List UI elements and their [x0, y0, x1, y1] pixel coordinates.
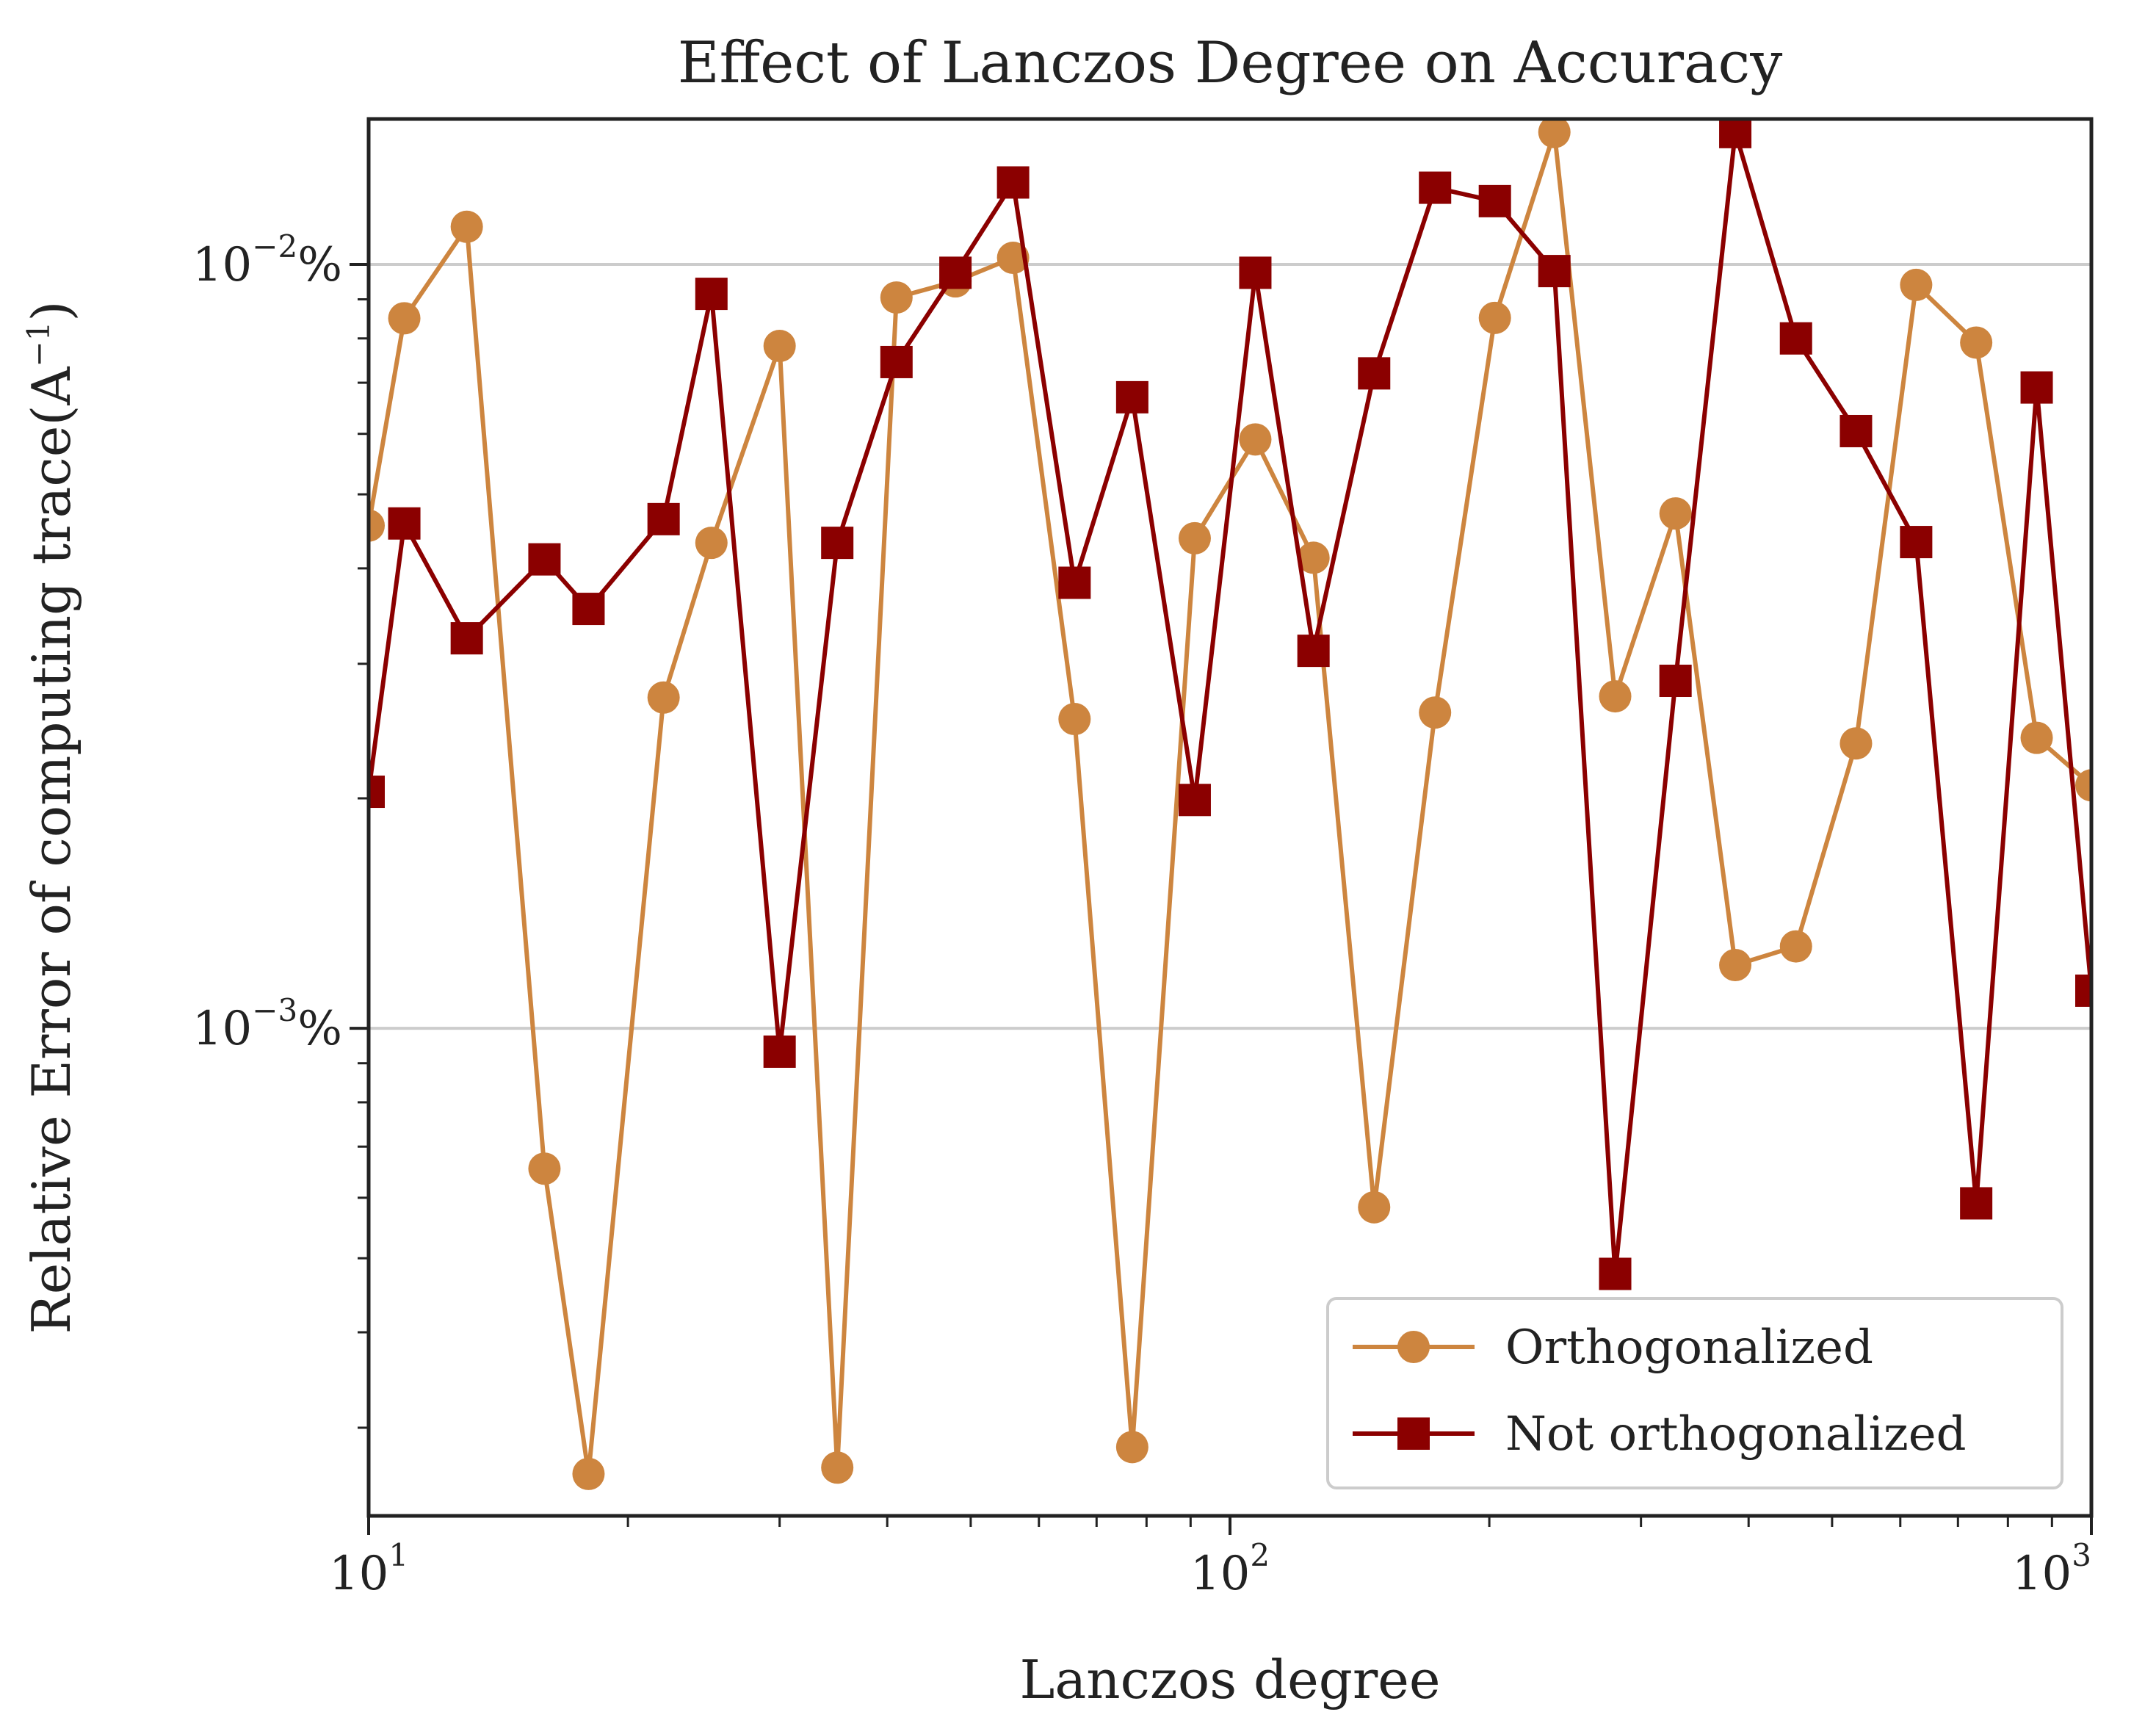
series-1-point-8 — [821, 527, 854, 560]
series-0-point-7 — [763, 330, 796, 363]
x-tick-label-base-0: 10 — [329, 1547, 388, 1601]
x-tick-label-exp-1: 2 — [1250, 1537, 1270, 1573]
series-0-point-26 — [1900, 268, 1933, 301]
gridlines — [369, 262, 2091, 1030]
series-0-point-13 — [1115, 1431, 1148, 1464]
series-1-point-1 — [388, 507, 421, 540]
series-1-point-5 — [647, 502, 680, 535]
series-0-point-14 — [1178, 521, 1211, 554]
y-axis-label: Relative Error of computing trace(A−1) — [21, 301, 82, 1334]
x-tick-label-2: 103 — [2012, 1537, 2091, 1601]
x-tick-label-base-1: 10 — [1190, 1547, 1250, 1601]
series-line-0 — [369, 129, 2091, 1476]
legend: Orthogonalized Not orthogonalized — [1326, 1297, 2063, 1489]
series-0-point-1 — [388, 302, 421, 335]
series-1-point-22 — [1659, 665, 1692, 698]
series-0-point-16 — [1297, 541, 1330, 574]
series-0-point-6 — [695, 527, 728, 560]
x-tick-label-0: 101 — [329, 1537, 408, 1601]
x-tick-label-base-2: 10 — [2012, 1547, 2072, 1601]
series-0-point-24 — [1779, 930, 1812, 963]
legend-label-1: Not orthogonalized — [1505, 1407, 1967, 1462]
series-1-point-2 — [450, 622, 483, 655]
legend-marker-1 — [1397, 1417, 1430, 1450]
series-1-point-28 — [2020, 371, 2053, 404]
series-0-point-4 — [572, 1457, 605, 1490]
series-0-point-19 — [1478, 301, 1511, 334]
series-0-point-18 — [1419, 696, 1452, 729]
series-0-point-22 — [1659, 497, 1692, 530]
series-1-point-23 — [1719, 119, 1752, 148]
y-axis-label-close: ) — [21, 301, 82, 322]
series-1-point-10 — [939, 256, 972, 289]
series-1-point-0 — [369, 776, 385, 809]
series-0-point-20 — [1538, 119, 1571, 148]
series-0-point-27 — [1960, 326, 1993, 359]
y-tick-label-exp-0: −3 — [252, 992, 297, 1028]
series-0-point-12 — [1058, 703, 1091, 736]
x-tick-label-1: 102 — [1190, 1537, 1270, 1601]
series-0-point-17 — [1358, 1191, 1391, 1224]
y-tick-label-suffix-1: % — [297, 238, 342, 292]
series-1-point-11 — [996, 166, 1030, 199]
series-0-point-0 — [369, 509, 385, 542]
y-axis-label-main: Relative Error of computing trace(A — [21, 366, 82, 1334]
series-1-point-4 — [572, 593, 605, 626]
series-0-point-23 — [1719, 949, 1752, 982]
series-1-point-20 — [1538, 255, 1571, 288]
series-0-point-28 — [2020, 721, 2053, 754]
series-0-point-5 — [647, 681, 680, 714]
series-1-point-15 — [1239, 256, 1272, 289]
series-0-point-29 — [2075, 769, 2091, 802]
series-layer — [369, 119, 2091, 1490]
series-0-point-3 — [528, 1152, 561, 1185]
series-0-point-9 — [880, 281, 913, 314]
legend-label-0: Orthogonalized — [1505, 1321, 1873, 1375]
series-1-point-6 — [695, 278, 728, 311]
chart-title: Effect of Lanczos Degree on Accuracy — [678, 30, 1783, 96]
series-1-point-3 — [528, 543, 561, 576]
x-tick-label-exp-2: 3 — [2072, 1537, 2091, 1573]
y-tick-label-base-1: 10 — [192, 238, 252, 292]
y-tick-label-base-0: 10 — [192, 1002, 252, 1056]
y-axis-label-superscript: −1 — [21, 322, 57, 367]
series-0-point-8 — [821, 1451, 854, 1484]
series-1-point-24 — [1779, 322, 1812, 355]
y-tick-label-exp-1: −2 — [252, 228, 297, 264]
series-1-point-12 — [1058, 566, 1091, 599]
series-0-point-25 — [1840, 727, 1873, 760]
series-1-point-9 — [880, 345, 913, 378]
series-0-point-2 — [450, 210, 483, 243]
y-tick-label-0: 10−3% — [192, 992, 342, 1056]
series-1-point-18 — [1419, 171, 1452, 204]
series-0-point-15 — [1239, 423, 1272, 456]
x-axis-label: Lanczos degree — [1020, 1649, 1441, 1710]
series-1-point-13 — [1115, 380, 1148, 413]
series-0-point-21 — [1599, 680, 1632, 713]
legend-marker-0 — [1397, 1331, 1430, 1363]
series-1-point-29 — [2075, 974, 2091, 1007]
series-1-point-19 — [1478, 184, 1511, 217]
legend-box — [1326, 1297, 2063, 1489]
series-1-point-27 — [1960, 1187, 1993, 1220]
series-1-point-21 — [1599, 1257, 1632, 1290]
series-1-point-17 — [1358, 357, 1391, 390]
x-tick-label-exp-0: 1 — [388, 1537, 408, 1573]
series-1 — [369, 119, 2091, 1290]
y-tick-label-1: 10−2% — [192, 228, 342, 292]
series-1-point-16 — [1297, 635, 1330, 668]
series-1-point-26 — [1900, 526, 1933, 559]
series-1-point-7 — [763, 1035, 796, 1068]
series-1-point-14 — [1178, 784, 1211, 817]
ticks: 10−3%10−2%101 102 103 — [192, 228, 2093, 1601]
y-tick-label-suffix-0: % — [297, 1002, 342, 1056]
series-1-point-25 — [1840, 414, 1873, 447]
